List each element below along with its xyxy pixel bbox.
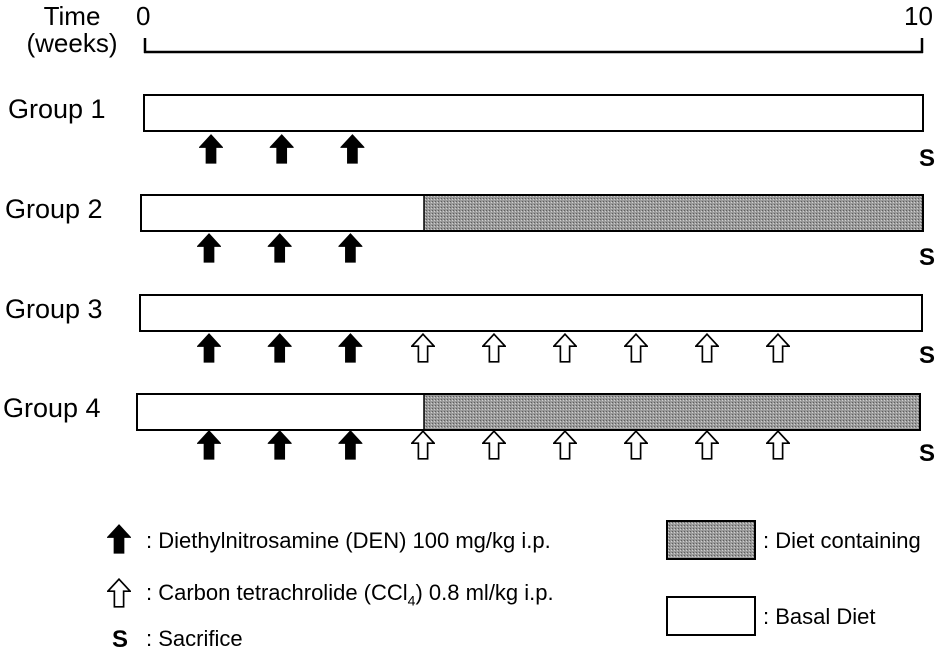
- axis-title: Time (weeks): [14, 3, 130, 57]
- group-1-label: Group 1: [8, 94, 106, 124]
- den-injection-arrow-icon: [197, 333, 221, 363]
- den-injection-arrow-icon: [267, 233, 292, 263]
- group-4-label: Group 4: [3, 393, 101, 423]
- ccl4-injection-arrow-icon: [624, 430, 648, 460]
- legend-ccl4-text: : Carbon tetrachrolide (CCl4) 0.8 ml/kg …: [146, 580, 554, 608]
- group-3-bar: [139, 294, 923, 332]
- den-injection-arrow-icon: [338, 430, 363, 460]
- ccl4-injection-arrow-icon: [411, 333, 435, 363]
- group-3-timeline: [139, 294, 923, 363]
- den-injection-arrow-icon: [267, 430, 292, 460]
- den-injection-arrow-icon: [197, 430, 221, 460]
- den-injection-arrow-icon: [340, 134, 365, 164]
- group-1-bar: [143, 94, 924, 132]
- axis-title-line1: Time: [43, 1, 101, 31]
- ccl4-injection-arrow-icon: [695, 430, 719, 460]
- den-injection-arrow-icon: [269, 134, 294, 164]
- ccl4-injection-arrow-icon: [482, 333, 506, 363]
- ccl4-injection-arrow-icon: [624, 333, 648, 363]
- legend-ccl4-suffix: ) 0.8 ml/kg i.p.: [415, 580, 554, 605]
- legend-ccl4-subscript: 4: [407, 592, 416, 609]
- group-2-timeline: [140, 194, 924, 263]
- den-injection-arrow-icon: [197, 233, 221, 263]
- legend-sacrifice-symbol: S: [112, 626, 129, 653]
- legend-den-arrow-icon: [107, 524, 131, 554]
- axis-start-label: 0: [136, 1, 151, 31]
- ccl4-injection-arrow-icon: [766, 430, 790, 460]
- group-1-timeline: [143, 94, 924, 164]
- legend-diet-swatch: [666, 520, 756, 560]
- ccl4-injection-arrow-icon: [553, 333, 577, 363]
- legend-den-text: : Diethylnitrosamine (DEN) 100 mg/kg i.p…: [146, 528, 551, 553]
- group-4-sacrifice-mark: S: [919, 440, 936, 467]
- axis-title-line2: (weeks): [26, 28, 118, 58]
- legend-sacrifice-text: : Sacrifice: [146, 626, 243, 651]
- ccl4-injection-arrow-icon: [766, 333, 790, 363]
- legend-ccl4-arrow-icon: [107, 578, 131, 608]
- group-3-label: Group 3: [5, 294, 103, 324]
- group-2-sacrifice-mark: S: [919, 244, 936, 271]
- legend-diet-text: : Diet containing: [763, 528, 921, 553]
- den-injection-arrow-icon: [267, 333, 292, 363]
- group-1-sacrifice-mark: S: [919, 145, 936, 172]
- den-injection-arrow-icon: [199, 134, 223, 164]
- axis-end-label: 10: [904, 1, 933, 31]
- group-3-sacrifice-mark: S: [919, 342, 936, 369]
- groups-layer: [136, 94, 924, 460]
- ccl4-injection-arrow-icon: [411, 430, 435, 460]
- legend-swatches: [107, 520, 756, 636]
- den-injection-arrow-icon: [338, 233, 363, 263]
- legend-ccl4-prefix: : Carbon tetrachrolide (CCl: [146, 580, 408, 605]
- time-axis: [143, 38, 924, 54]
- den-injection-arrow-icon: [338, 333, 363, 363]
- group-4-timeline: [136, 393, 921, 460]
- legend-basal-text: : Basal Diet: [763, 604, 876, 629]
- group-2-label: Group 2: [5, 194, 103, 224]
- ccl4-injection-arrow-icon: [482, 430, 506, 460]
- group-4-diet-segment: [424, 395, 919, 429]
- group-2-diet-segment: [424, 196, 922, 230]
- ccl4-injection-arrow-icon: [553, 430, 577, 460]
- ccl4-injection-arrow-icon: [695, 333, 719, 363]
- legend-basal-swatch: [666, 596, 756, 636]
